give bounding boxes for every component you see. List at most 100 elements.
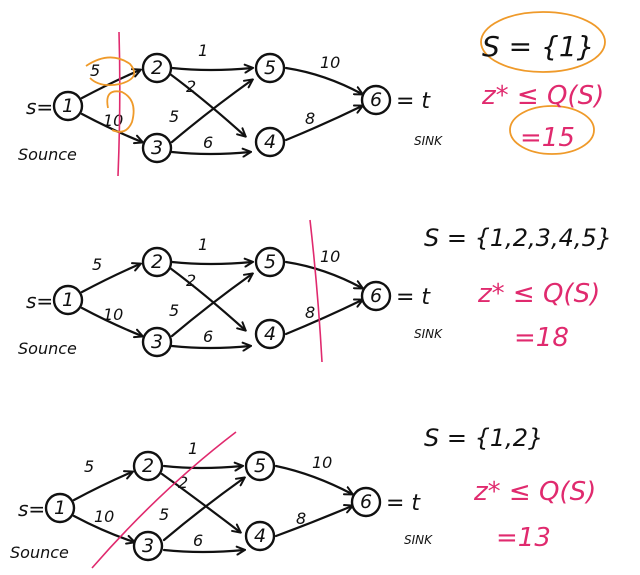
sink-label: = t [396, 89, 431, 114]
weight-3-5: 5 [169, 107, 179, 126]
svg-text:3: 3 [151, 331, 163, 353]
weight-3-4: 6 [203, 133, 213, 152]
highlight-set-s [480, 11, 606, 73]
panel-cut-1: 5 10 1 2 5 6 10 8 1 2 3 4 5 6 s= Sounce … [18, 11, 606, 177]
set-s-3: S = {1,2} [424, 424, 543, 452]
svg-text:6: 6 [360, 491, 372, 513]
node-3: 3 [132, 530, 164, 562]
inequality-1: z* ≤ Q(S) [481, 81, 604, 111]
edge-3-4 [170, 346, 250, 348]
node-1: 1 [52, 90, 84, 122]
weight-2-4: 2 [178, 473, 188, 492]
edge-1-3 [80, 306, 142, 336]
svg-text:4: 4 [264, 131, 276, 153]
edge-3-4 [162, 550, 244, 552]
set-s-2: S = {1,2,3,4,5} [424, 224, 612, 252]
sink-label: = t [396, 285, 431, 310]
weight-4-6: 8 [305, 303, 315, 322]
value-1: =15 [520, 123, 575, 153]
panel-cut-2: 5 10 1 2 5 6 10 8 1 2 3 4 5 6 s= Sounce … [18, 219, 612, 363]
node-3: 3 [141, 326, 173, 358]
edge-2-4 [168, 266, 245, 330]
node-5: 5 [254, 52, 286, 84]
node-2: 2 [141, 52, 173, 84]
inequality-2: z* ≤ Q(S) [477, 279, 600, 309]
svg-text:3: 3 [142, 535, 154, 557]
source-word: Sounce [18, 145, 77, 164]
edge-2-5 [170, 262, 252, 264]
weight-5-6: 10 [312, 453, 332, 472]
weight-1-3: 10 [94, 507, 114, 526]
svg-text:2: 2 [151, 57, 163, 79]
edge-1-3 [72, 514, 134, 542]
weight-1-3: 10 [103, 305, 123, 324]
node-4: 4 [254, 318, 286, 350]
svg-text:2: 2 [151, 251, 163, 273]
cut-line-3 [91, 431, 237, 569]
edge-3-5 [170, 80, 252, 144]
node-6: 6 [360, 280, 392, 312]
source-word: Sounce [18, 339, 77, 358]
weight-2-4: 2 [186, 271, 196, 290]
edge-1-3 [80, 112, 142, 142]
panel-cut-3: 5 10 1 2 5 6 10 8 1 2 3 4 5 6 s= Sounce … [10, 424, 596, 569]
cut-line-1 [117, 31, 121, 177]
highlight-value-15 [509, 105, 595, 155]
source-label: s= [26, 95, 53, 119]
set-s-1: S = {1} [482, 30, 594, 63]
edge-3-5 [170, 274, 252, 338]
cut-line-2 [309, 219, 323, 363]
value-3: =13 [496, 523, 551, 553]
edge-5-6 [274, 464, 352, 494]
weight-2-5: 1 [198, 235, 208, 254]
sink-word: SINK [414, 134, 443, 148]
inequality-3: z* ≤ Q(S) [473, 477, 596, 507]
edge-1-2 [80, 264, 140, 294]
node-1: 1 [44, 492, 76, 524]
sink-word: SINK [404, 533, 433, 547]
weight-3-4: 6 [203, 327, 213, 346]
svg-text:5: 5 [254, 455, 266, 477]
node-5: 5 [244, 450, 276, 482]
svg-text:3: 3 [151, 137, 163, 159]
weight-2-5: 1 [198, 41, 208, 60]
weight-4-6: 8 [296, 509, 306, 528]
weight-1-2: 5 [90, 61, 100, 80]
node-4: 4 [244, 520, 276, 552]
weight-1-2: 5 [92, 255, 102, 274]
edge-2-4 [168, 72, 245, 136]
weight-1-2: 5 [84, 457, 94, 476]
weight-1-3: 10 [103, 111, 123, 130]
node-2: 2 [141, 246, 173, 278]
svg-text:1: 1 [54, 497, 66, 519]
svg-text:1: 1 [62, 289, 74, 311]
sink-word: SINK [414, 327, 443, 341]
node-1: 1 [52, 284, 84, 316]
edge-3-4 [170, 152, 250, 154]
node-6: 6 [360, 84, 392, 116]
node-6: 6 [350, 486, 382, 518]
svg-text:5: 5 [264, 251, 276, 273]
svg-text:4: 4 [264, 323, 276, 345]
svg-text:5: 5 [264, 57, 276, 79]
edge-5-6 [284, 260, 362, 288]
weight-3-5: 5 [169, 301, 179, 320]
weight-2-5: 1 [188, 439, 198, 458]
source-label: s= [18, 497, 45, 521]
svg-text:6: 6 [370, 285, 382, 307]
edge-4-6 [284, 300, 362, 336]
sink-label: = t [386, 491, 421, 516]
svg-text:6: 6 [370, 89, 382, 111]
node-3: 3 [141, 132, 173, 164]
weight-2-4: 2 [186, 77, 196, 96]
edge-4-6 [274, 506, 352, 538]
source-word: Sounce [10, 543, 69, 562]
weight-5-6: 10 [320, 53, 340, 72]
edge-5-6 [284, 66, 362, 94]
highlight-weight-5 [85, 56, 136, 87]
edge-2-5 [162, 466, 242, 468]
value-2: =18 [514, 323, 569, 353]
node-2: 2 [132, 450, 164, 482]
